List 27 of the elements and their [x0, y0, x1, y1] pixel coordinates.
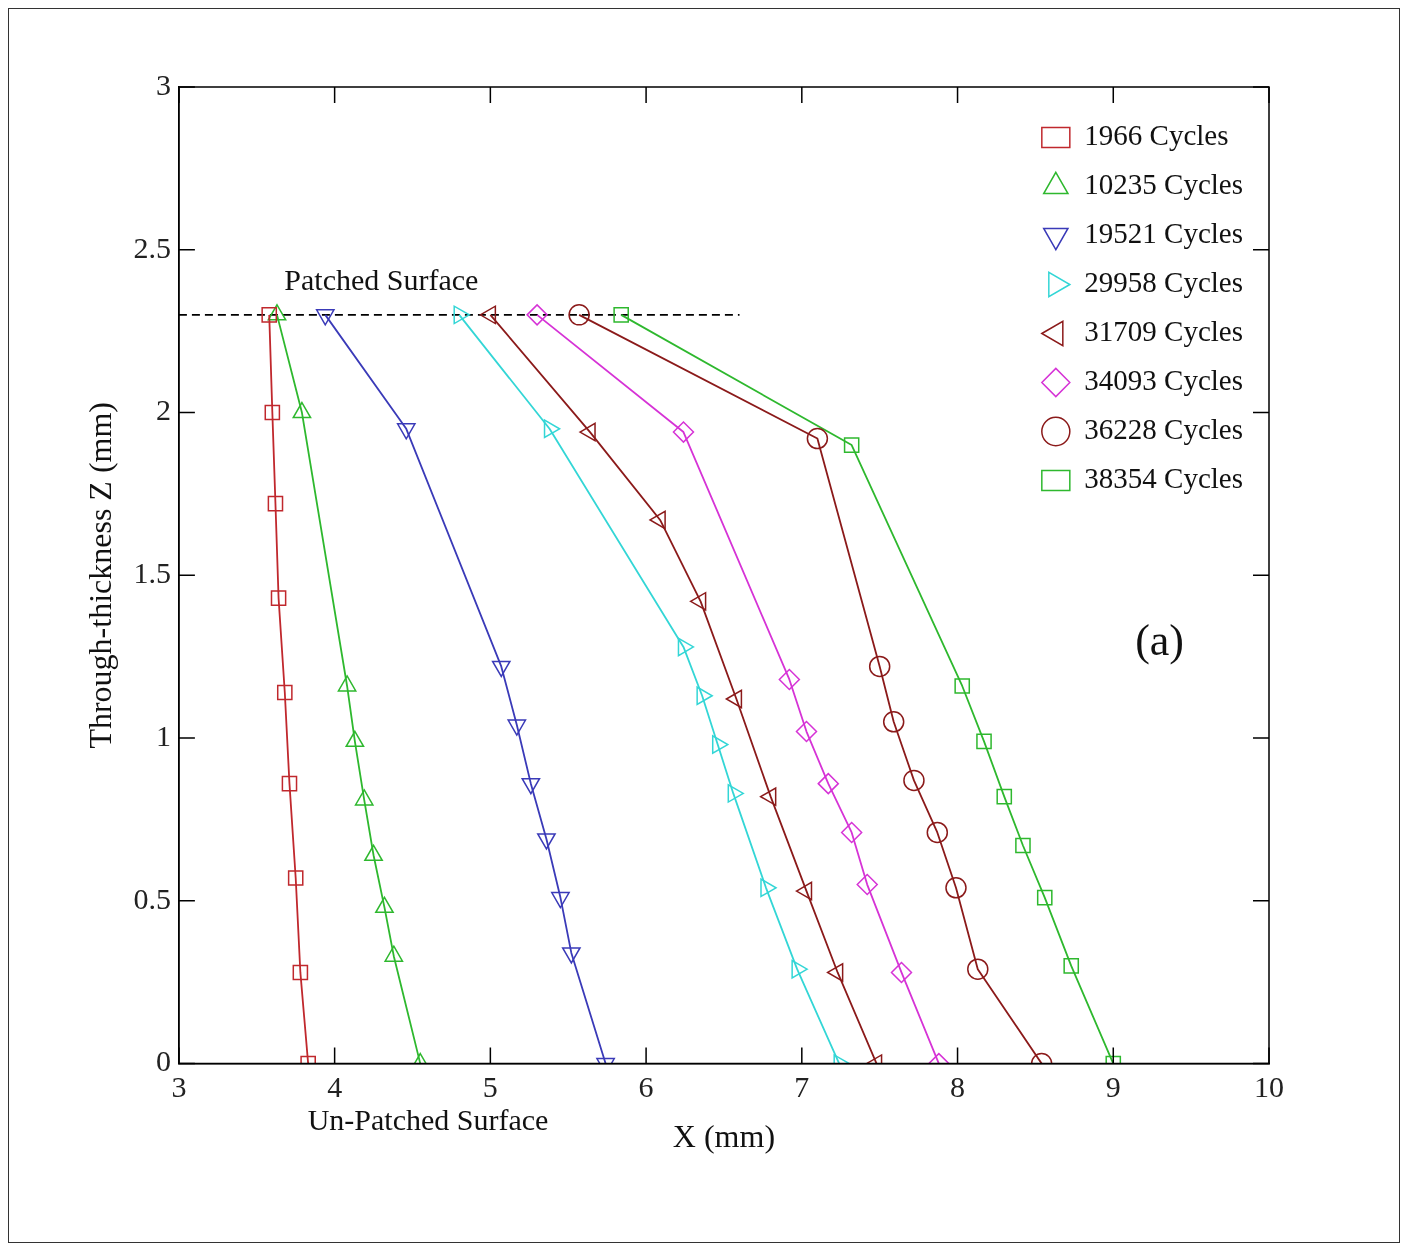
legend-label: 34093 Cycles — [1084, 364, 1244, 397]
x-tick-label: 9 — [1105, 1070, 1121, 1104]
legend-label: 31709 Cycles — [1084, 315, 1244, 348]
y-axis-title: Through-thickness Z (mm) — [81, 402, 118, 749]
y-tick-label: 2 — [155, 393, 171, 427]
y-tick-label: 1.5 — [133, 556, 171, 590]
legend-label: 1966 Cycles — [1084, 119, 1229, 152]
annotation: (a) — [1135, 616, 1184, 666]
legend-label: 10235 Cycles — [1084, 168, 1244, 201]
y-tick-label: 1 — [155, 718, 171, 752]
legend-label: 38354 Cycles — [1084, 462, 1244, 495]
legend-label: 36228 Cycles — [1084, 413, 1244, 446]
y-tick-label: 2.5 — [133, 230, 171, 264]
x-axis-title: X (mm) — [672, 1118, 776, 1155]
x-tick-label: 5 — [482, 1070, 498, 1104]
annotation: Patched Surface — [284, 262, 479, 296]
legend-label: 19521 Cycles — [1084, 217, 1244, 250]
x-tick-label: 7 — [794, 1070, 810, 1104]
y-tick-label: 0 — [155, 1044, 171, 1078]
y-tick-label: 0.5 — [133, 881, 171, 915]
x-tick-label: 10 — [1254, 1070, 1284, 1104]
annotation: Un-Patched Surface — [307, 1103, 549, 1137]
y-tick-label: 3 — [155, 67, 171, 101]
legend-label: 29958 Cycles — [1084, 266, 1244, 299]
x-tick-label: 4 — [327, 1070, 343, 1104]
x-tick-label: 8 — [950, 1070, 966, 1104]
x-tick-label: 6 — [638, 1070, 654, 1104]
